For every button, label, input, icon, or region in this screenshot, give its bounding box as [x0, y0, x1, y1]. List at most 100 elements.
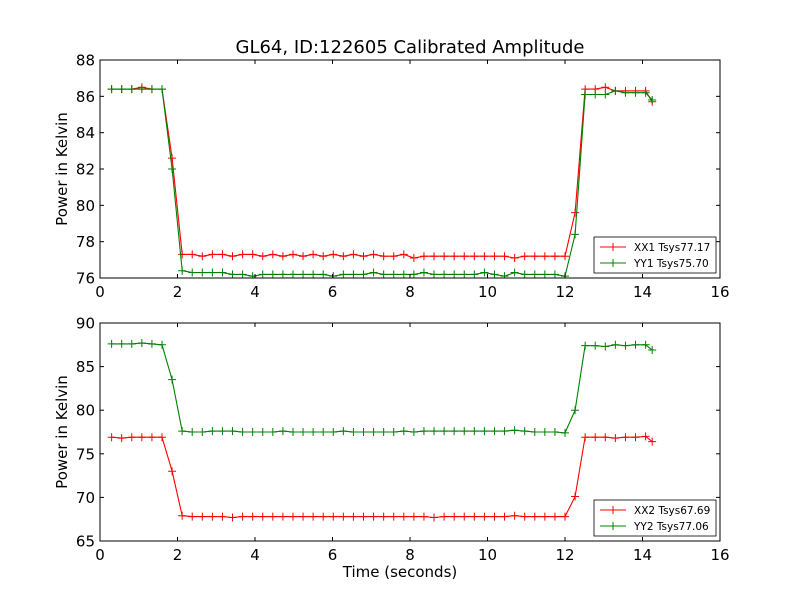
series-2	[107, 85, 657, 278]
data-point	[117, 339, 126, 348]
data-point	[339, 270, 348, 278]
data-point	[248, 250, 257, 259]
data-point	[409, 254, 418, 263]
data-point	[379, 512, 388, 521]
data-point	[339, 427, 348, 436]
data-point	[631, 88, 640, 97]
data-point	[399, 512, 408, 521]
data-point	[369, 268, 378, 277]
data-point	[430, 513, 439, 522]
y-tick-label: 76	[76, 270, 95, 288]
y-tick-label: 78	[76, 233, 95, 251]
legend-marker	[609, 259, 617, 267]
data-point	[470, 252, 479, 261]
data-point	[147, 85, 156, 94]
legend-marker	[609, 522, 617, 530]
x-tick-label: 6	[328, 283, 338, 301]
data-point	[389, 428, 398, 436]
data-point	[137, 433, 146, 442]
data-point	[168, 375, 177, 384]
data-point	[369, 250, 378, 259]
data-point	[208, 427, 217, 436]
data-point	[399, 270, 408, 278]
data-point	[208, 512, 217, 521]
data-point	[349, 512, 358, 521]
data-point	[530, 252, 539, 261]
data-point	[480, 427, 489, 436]
chart-title: GL64, ID:122605 Calibrated Amplitude	[236, 37, 585, 58]
data-point	[419, 427, 428, 436]
data-point	[601, 433, 610, 442]
data-point	[339, 252, 348, 261]
y-tick-label: 84	[76, 124, 95, 142]
y-tick-label: 75	[76, 445, 95, 463]
data-point	[648, 437, 657, 446]
data-point	[158, 433, 166, 442]
data-point	[470, 427, 479, 436]
data-point	[278, 252, 287, 261]
data-point	[369, 512, 378, 521]
data-point	[450, 512, 459, 521]
data-point	[379, 270, 388, 278]
data-point	[178, 427, 187, 436]
data-point	[571, 406, 580, 415]
data-point	[389, 270, 398, 278]
data-point	[359, 428, 368, 436]
data-point	[601, 90, 610, 99]
data-point	[258, 512, 267, 521]
data-point	[107, 85, 116, 94]
y-tick-label: 82	[76, 161, 95, 179]
data-point	[641, 432, 650, 441]
data-point	[299, 512, 308, 521]
y-tick-label: 80	[76, 197, 95, 215]
data-point	[601, 83, 610, 92]
data-point	[238, 270, 247, 278]
data-point	[127, 339, 136, 348]
legend-marker	[609, 243, 617, 251]
data-point	[399, 250, 408, 259]
data-point	[641, 340, 650, 349]
x-tick-label: 8	[405, 283, 415, 301]
data-point	[510, 426, 519, 435]
legend-label: XX2 Tsys67.69	[634, 505, 710, 517]
data-point	[228, 427, 237, 436]
data-point	[631, 340, 640, 349]
top-chart: 0 2 4 6 8 10 12 14 16 76 78 80 82 84 86 88 Power in Kelv…	[53, 52, 730, 302]
data-point	[188, 512, 197, 521]
data-point	[430, 427, 439, 436]
data-point	[409, 428, 418, 436]
data-point	[168, 467, 177, 476]
y-tick-label: 86	[76, 88, 95, 106]
data-point	[571, 492, 580, 501]
data-point	[178, 266, 187, 275]
data-point	[621, 433, 630, 442]
data-point	[147, 339, 156, 348]
data-point	[540, 512, 549, 521]
data-point	[127, 433, 136, 442]
data-point	[540, 428, 549, 436]
data-point	[188, 250, 197, 259]
data-point	[611, 86, 620, 95]
data-point	[107, 433, 116, 442]
data-point	[218, 427, 227, 436]
data-point	[550, 512, 559, 521]
data-point	[168, 154, 177, 163]
data-point	[419, 512, 428, 521]
data-point	[309, 428, 318, 436]
data-point	[591, 433, 600, 442]
data-point	[258, 252, 267, 261]
data-point	[168, 165, 177, 173]
data-point	[288, 250, 297, 259]
data-point	[188, 428, 197, 436]
series-2	[107, 339, 657, 437]
x-tick-label: 16	[710, 546, 729, 564]
y-tick-label: 88	[76, 52, 95, 70]
data-point	[621, 341, 630, 350]
data-point	[268, 270, 277, 278]
data-point	[309, 250, 318, 259]
data-point	[648, 346, 657, 355]
legend-label: XX1 Tsys77.17	[634, 242, 710, 254]
data-point	[500, 252, 509, 261]
data-point	[430, 270, 439, 278]
data-point	[561, 512, 569, 521]
